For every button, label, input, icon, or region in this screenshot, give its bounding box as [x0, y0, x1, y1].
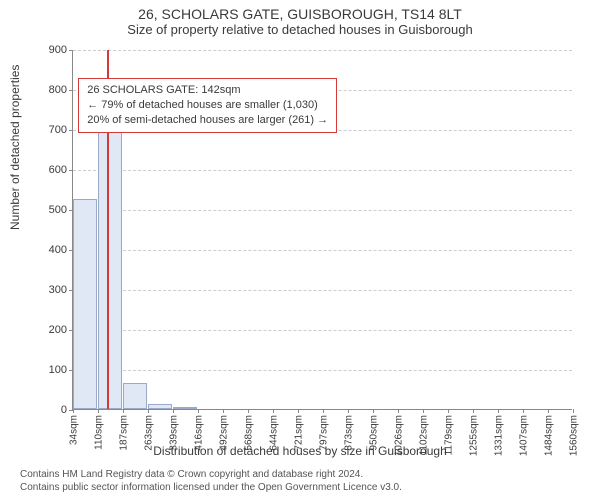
y-tick: 600 — [49, 164, 73, 176]
y-tick: 700 — [49, 124, 73, 136]
histogram-bar — [173, 407, 197, 409]
x-axis-label: Distribution of detached houses by size … — [0, 444, 600, 458]
gridline — [73, 330, 572, 332]
chart-subtitle: Size of property relative to detached ho… — [0, 22, 600, 41]
y-tick: 500 — [49, 204, 73, 216]
y-tick: 900 — [49, 44, 73, 56]
callout-line3: 20% of semi-detached houses are larger (… — [87, 113, 328, 128]
y-tick: 800 — [49, 84, 73, 96]
callout-box: 26 SCHOLARS GATE: 142sqm← 79% of detache… — [78, 78, 337, 133]
footer-line1: Contains HM Land Registry data © Crown c… — [20, 469, 402, 482]
callout-line1: 26 SCHOLARS GATE: 142sqm — [87, 83, 328, 98]
y-tick: 300 — [49, 284, 73, 296]
gridline — [73, 170, 572, 172]
y-tick: 200 — [49, 324, 73, 336]
gridline — [73, 290, 572, 292]
x-tick: 34sqm — [67, 415, 80, 445]
gridline — [73, 250, 572, 252]
gridline — [73, 370, 572, 372]
histogram-bar — [123, 383, 147, 409]
gridline — [73, 210, 572, 212]
callout-line2: ← 79% of detached houses are smaller (1,… — [87, 98, 328, 113]
y-tick: 100 — [49, 364, 73, 376]
footer-line2: Contains public sector information licen… — [20, 482, 402, 495]
histogram-bar — [98, 119, 122, 409]
y-tick: 400 — [49, 244, 73, 256]
histogram-bar — [73, 199, 97, 409]
histogram-bar — [148, 404, 172, 409]
y-axis-label: Number of detached properties — [8, 65, 22, 230]
footer-attribution: Contains HM Land Registry data © Crown c… — [20, 469, 402, 494]
gridline — [73, 50, 572, 52]
page-title: 26, SCHOLARS GATE, GUISBOROUGH, TS14 8LT — [0, 0, 600, 22]
histogram-chart: 010020030040050060070080090034sqm110sqm1… — [72, 50, 572, 410]
